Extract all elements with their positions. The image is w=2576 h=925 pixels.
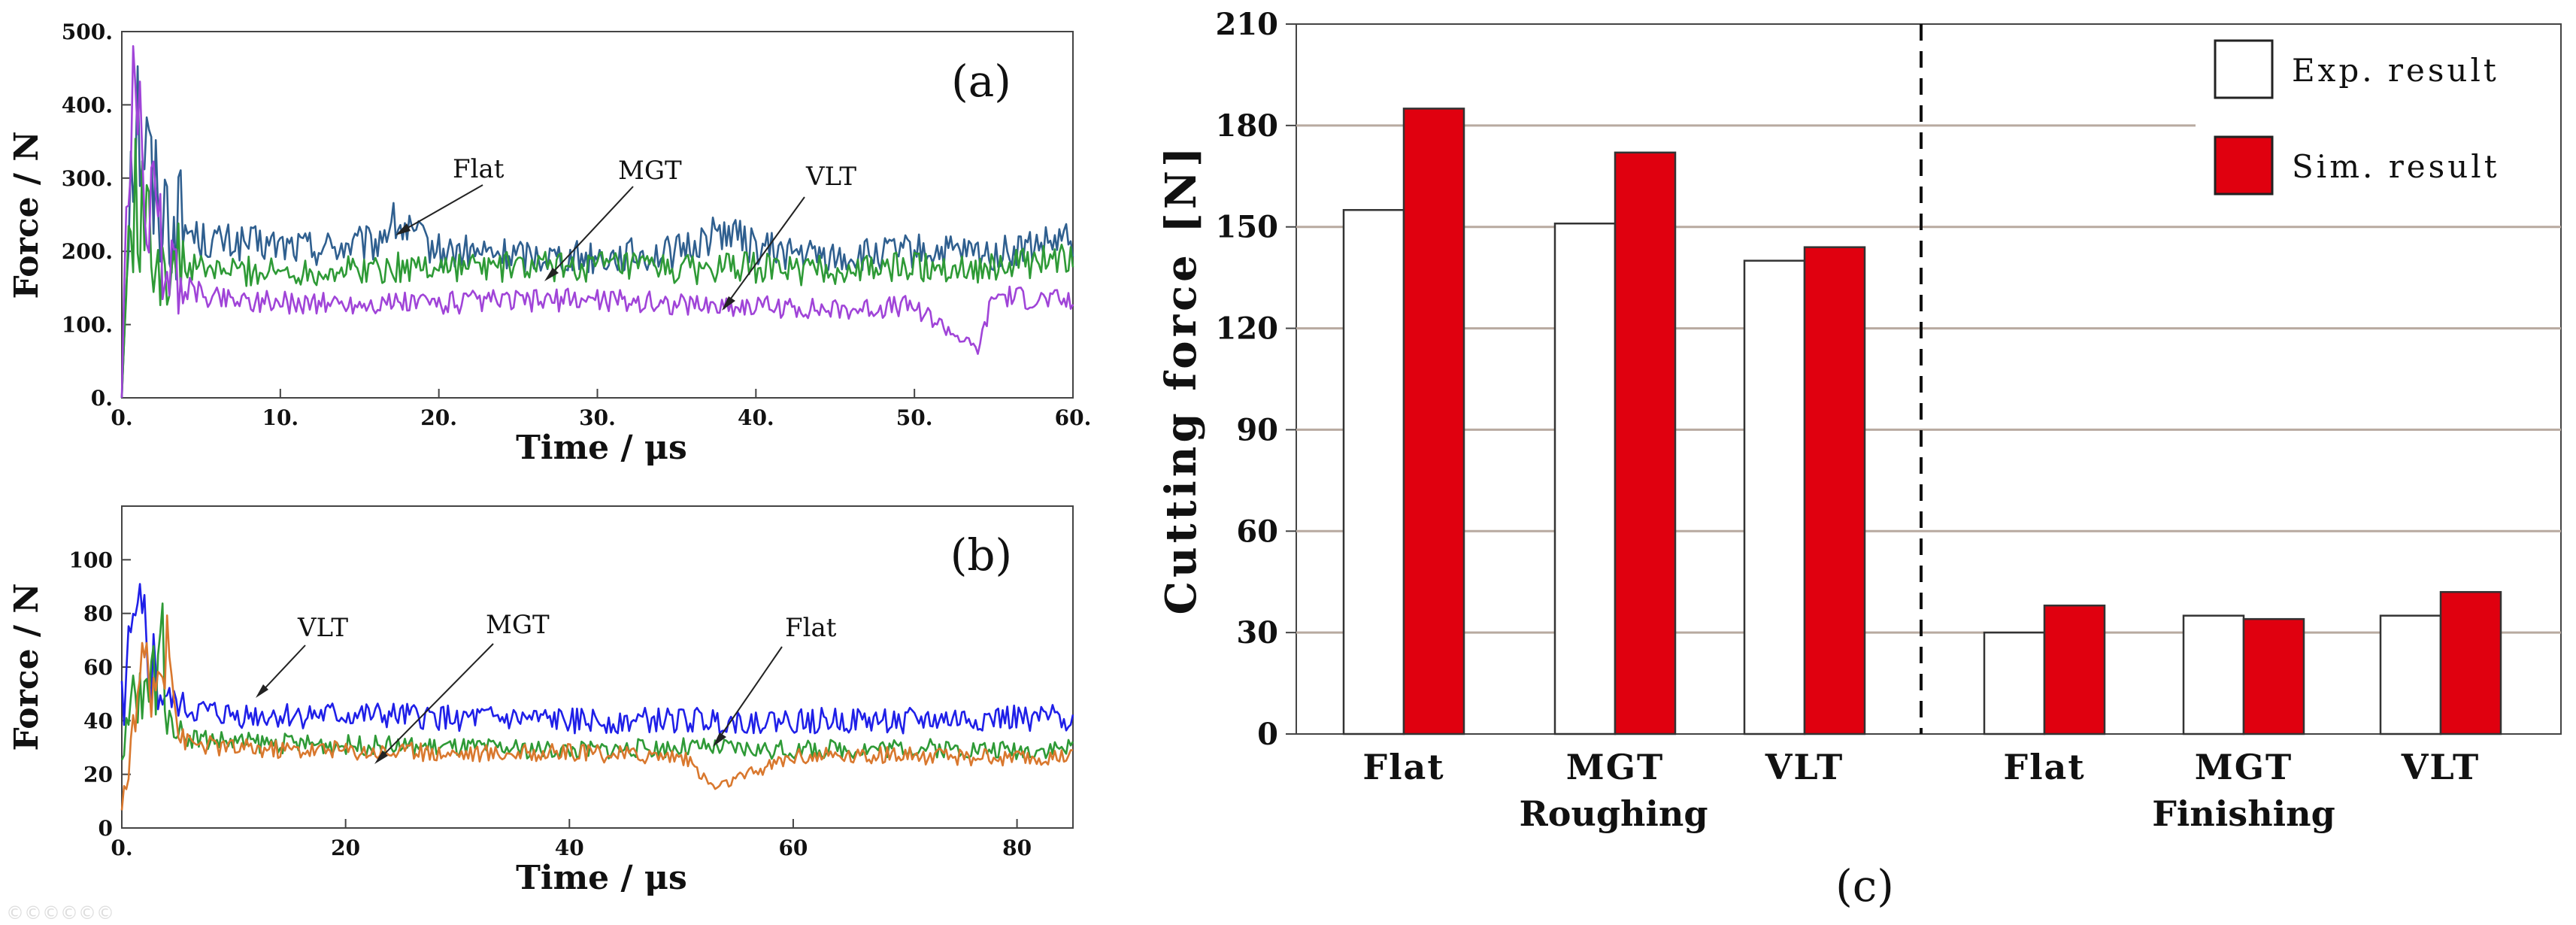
arrowhead-mgt-a <box>544 268 559 281</box>
panel-c-label: (c) <box>1835 860 1894 911</box>
annotation-flat-a: Flat <box>453 154 505 184</box>
x-category-label: MGT <box>2195 747 2293 787</box>
panel-a-y-axis-label: Force / N <box>8 131 46 299</box>
x-category-label: Flat <box>1362 747 1444 787</box>
arrowhead-flat-b <box>713 732 726 747</box>
y-tick-label: 210 <box>1216 7 1279 42</box>
legend-swatch-sim <box>2214 135 2274 196</box>
series-line-mgt <box>120 602 1074 761</box>
series-line-flat <box>120 614 1074 811</box>
bar-exp-vlt <box>1743 259 1806 735</box>
arrowhead-vlt-b <box>256 684 268 698</box>
series-line-vlt <box>120 45 1074 399</box>
x-category-label: VLT <box>1765 747 1844 787</box>
y-tick-label: 400. <box>62 92 113 117</box>
series-line-vlt <box>120 583 1074 735</box>
panel-a-x-axis-label: Time / μs <box>516 429 687 467</box>
panel-c-frame <box>1296 23 2562 735</box>
panel-a-frame <box>121 31 1074 399</box>
x-tick-label: 80 <box>1002 836 1032 860</box>
annotation-vlt-a: VLT <box>805 162 856 192</box>
y-tick-label: 40 <box>83 708 113 733</box>
panel-c-bar-chart: 0 30 60 90 120 150 180 210 Flat MGT VLT Flat MGT VLT… <box>1156 7 2562 911</box>
x-category-label: Flat <box>2003 747 2085 787</box>
x-tick-label: 0. <box>111 836 132 860</box>
arrowhead-mgt-b <box>374 751 388 764</box>
annotation-arrow-flat-a <box>398 184 483 234</box>
panel-b-y-axis-label: Force / N <box>8 583 46 751</box>
x-category-label: MGT <box>1566 747 1664 787</box>
bar-sim-mgt <box>2242 617 2305 735</box>
panel-a-label: (a) <box>951 56 1011 107</box>
x-tick-label: 10. <box>262 405 299 430</box>
y-tick-label: 80 <box>83 602 113 626</box>
bar-sim-mgt <box>1614 151 1677 735</box>
x-tick-label: 0. <box>111 405 132 430</box>
bar-sim-vlt <box>1803 246 1866 735</box>
annotation-vlt-b: VLT <box>297 613 348 643</box>
y-tick-label: 100 <box>69 547 113 572</box>
x-tick-label: 40. <box>738 405 774 430</box>
group-label-roughing: Roughing <box>1519 793 1708 834</box>
x-tick-label: 50. <box>896 405 933 430</box>
legend: Exp. result Sim. result <box>2214 39 2500 196</box>
y-tick-label: 180 <box>1216 108 1279 144</box>
series-line-mgt <box>120 138 1074 399</box>
x-tick-label: 20 <box>331 836 360 860</box>
bar-exp-flat <box>1983 631 2046 735</box>
y-tick-label: 60 <box>83 655 113 680</box>
watermark-glyphs: ©©©©©© <box>6 902 114 923</box>
y-tick-label: 120 <box>1216 311 1279 347</box>
annotation-flat-b: Flat <box>785 613 837 643</box>
y-tick-label: 150 <box>1216 210 1279 245</box>
arrowhead-vlt-a <box>722 296 735 311</box>
bar-exp-flat <box>1342 208 1405 735</box>
x-tick-label: 40 <box>555 836 584 860</box>
x-tick-label: 30. <box>579 405 616 430</box>
y-tick-label: 0. <box>91 386 113 411</box>
legend-swatch-exp <box>2214 39 2274 99</box>
panel-b-frame <box>121 505 1074 829</box>
x-category-label: VLT <box>2401 747 2481 787</box>
panel-b-x-axis-label: Time / μs <box>516 859 687 897</box>
series-line-flat <box>120 65 1074 399</box>
x-tick-label: 60. <box>1055 405 1092 430</box>
panel-b-line-chart: 0. 20 40 60 80 0 20 40 60 80 100 Time / μs Force … <box>8 505 1074 897</box>
y-tick-label: 0 <box>98 816 113 841</box>
y-tick-label: 30 <box>1236 615 1278 651</box>
panel-a-line-chart: 0. 10. 20. 30. 40. 50. 60. 0. 100. 200. 300. 400. 5… <box>8 20 1091 467</box>
y-tick-label: 60 <box>1236 514 1278 549</box>
legend-label-sim: Sim. result <box>2292 148 2500 185</box>
annotation-arrow-mgt-a <box>547 186 634 279</box>
y-tick-label: 500. <box>62 20 113 44</box>
annotation-arrow-flat-b <box>715 646 783 744</box>
bar-exp-mgt <box>1553 222 1617 735</box>
annotation-arrow-mgt-b <box>377 643 494 762</box>
y-tick-label: 90 <box>1236 412 1278 447</box>
legend-label-exp: Exp. result <box>2292 52 2499 89</box>
bar-sim-flat <box>1402 108 1465 735</box>
bar-exp-mgt <box>2182 614 2245 735</box>
panel-b-label: (b) <box>950 529 1012 581</box>
bar-sim-flat <box>2043 604 2106 735</box>
bar-sim-vlt <box>2439 590 2502 735</box>
x-tick-label: 20. <box>420 405 457 430</box>
y-tick-label: 20 <box>83 763 113 787</box>
annotation-mgt-b: MGT <box>486 610 550 640</box>
y-tick-label: 200. <box>62 239 113 264</box>
panel-c-y-axis-label: Cutting force [N] <box>1156 143 1206 614</box>
y-tick-label: 300. <box>62 166 113 191</box>
group-label-finishing: Finishing <box>2152 793 2335 834</box>
y-tick-label: 0 <box>1257 717 1278 752</box>
y-tick-label: 100. <box>62 313 113 338</box>
annotation-arrow-vlt-b <box>258 644 306 696</box>
annotation-mgt-a: MGT <box>618 156 682 186</box>
bar-exp-vlt <box>2379 614 2442 735</box>
annotation-arrow-vlt-a <box>724 196 805 308</box>
arrowhead-flat-a <box>395 223 411 235</box>
x-tick-label: 60 <box>778 836 808 860</box>
